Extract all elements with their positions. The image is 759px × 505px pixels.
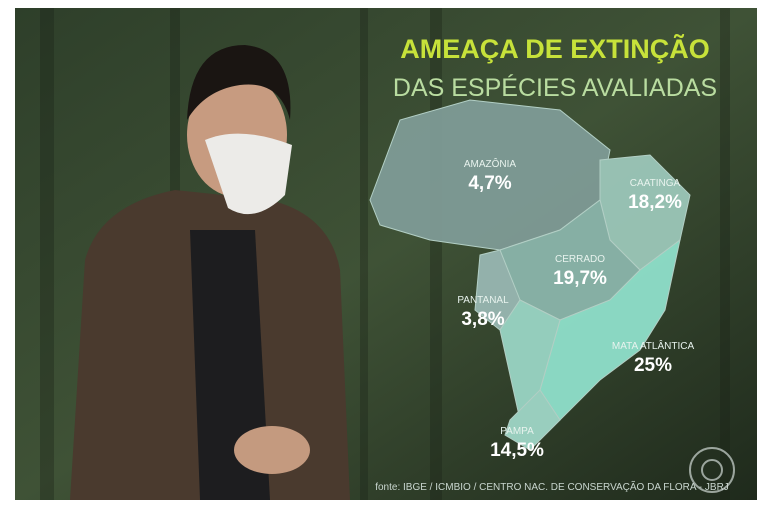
source: fonte: IBGE / ICMBIO / CENTRO NAC. DE CO… <box>375 480 729 493</box>
region-value: 3,8% <box>461 309 504 330</box>
region-name: MATA ATLÂNTICA <box>612 339 695 352</box>
region-value: 19,7% <box>553 268 607 289</box>
region-value: 14,5% <box>490 440 544 461</box>
subtitle: DAS ESPÉCIES AVALIADAS <box>393 73 717 102</box>
region-value: 4,7% <box>468 173 511 194</box>
region-value: 25% <box>634 355 672 376</box>
region-name: CAATINGA <box>630 178 681 189</box>
page: AMEAÇA DE EXTINÇÃO DAS ESPÉCIES AVALIADA… <box>0 0 759 505</box>
region-name: CERRADO <box>555 254 605 265</box>
region-value: 18,2% <box>628 192 682 213</box>
region-name: AMAZÔNIA <box>464 157 517 170</box>
screenshot: AMEAÇA DE EXTINÇÃO DAS ESPÉCIES AVALIADA… <box>0 0 759 505</box>
region-name: PANTANAL <box>457 295 509 306</box>
title: AMEAÇA DE EXTINÇÃO <box>400 33 710 64</box>
region-name: PAMPA <box>500 426 534 437</box>
